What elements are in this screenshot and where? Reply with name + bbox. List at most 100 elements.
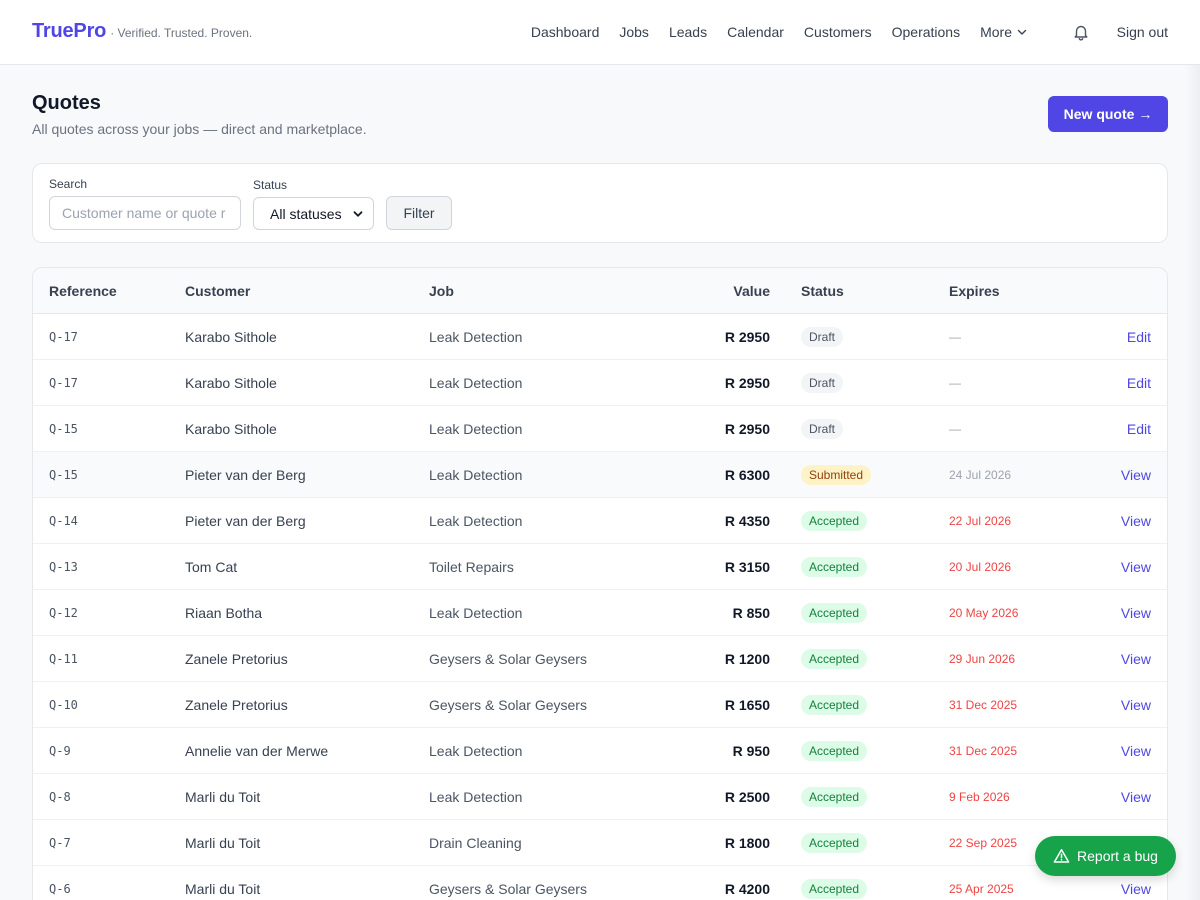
view-link[interactable]: View xyxy=(1120,697,1151,713)
quote-value: R 1650 xyxy=(724,697,770,713)
status-cell: Accepted xyxy=(801,728,868,774)
status-badge: Accepted xyxy=(801,741,868,761)
nav-item-dashboard[interactable]: Dashboard xyxy=(530,24,600,40)
table-row[interactable]: Q-13 Tom Cat Toilet Repairs R 3150 Accepted 2… xyxy=(33,544,1167,590)
table-row[interactable]: Q-15 Pieter van der Berg Leak Detection R 6… xyxy=(33,452,1167,498)
brand-tagline: · Verified. Trusted. Proven. xyxy=(110,26,253,40)
status-badge: Accepted xyxy=(801,557,868,577)
table-row[interactable]: Q-6 Marli du Toit Geysers & Solar Geysers R… xyxy=(33,866,1167,900)
quote-value: R 3150 xyxy=(724,559,770,575)
job-name: Leak Detection xyxy=(429,329,523,345)
warning-triangle-icon xyxy=(1053,849,1070,863)
table-row[interactable]: Q-12 Riaan Botha Leak Detection R 850 Accept… xyxy=(33,590,1167,636)
column-header-reference[interactable]: Reference xyxy=(49,283,117,299)
quote-reference: Q-7 xyxy=(49,836,71,850)
status-badge: Accepted xyxy=(801,603,868,623)
job-name: Leak Detection xyxy=(429,513,523,529)
scrollbar-track[interactable] xyxy=(1186,65,1200,900)
view-link[interactable]: View xyxy=(1120,605,1151,621)
column-header-expires[interactable]: Expires xyxy=(949,283,1000,299)
job-name: Leak Detection xyxy=(429,605,523,621)
view-link[interactable]: View xyxy=(1120,467,1151,483)
report-bug-button[interactable]: Report a bug xyxy=(1035,836,1176,876)
job-name: Geysers & Solar Geysers xyxy=(429,651,587,667)
table-row[interactable]: Q-10 Zanele Pretorius Geysers & Solar Geys… xyxy=(33,682,1167,728)
table-row[interactable]: Q-8 Marli du Toit Leak Detection R 2500 Acce… xyxy=(33,774,1167,820)
view-link[interactable]: View xyxy=(1120,743,1151,759)
quote-value: R 1200 xyxy=(724,651,770,667)
brand-logo-text: TruePro xyxy=(32,20,107,42)
table-row[interactable]: Q-17 Karabo Sithole Leak Detection R 2950 Dr… xyxy=(33,314,1167,360)
nav-item-customers[interactable]: Customers xyxy=(803,24,872,40)
nav-item-more[interactable]: More xyxy=(980,24,1028,40)
customer-name: Zanele Pretorius xyxy=(185,651,288,667)
expiry-date: 20 May 2026 xyxy=(949,606,1019,620)
nav-item-operations[interactable]: Operations xyxy=(891,24,961,40)
quote-reference: Q-12 xyxy=(49,606,78,620)
customer-name: Marli du Toit xyxy=(185,835,261,851)
quote-value: R 4200 xyxy=(724,881,770,897)
column-header-job[interactable]: Job xyxy=(429,283,454,299)
nav-item-leads[interactable]: Leads xyxy=(668,24,708,40)
customer-name: Marli du Toit xyxy=(185,789,261,805)
expiry-date: 20 Jul 2026 xyxy=(949,560,1012,574)
table-row[interactable]: Q-7 Marli du Toit Drain Cleaning R 1800 Acce… xyxy=(33,820,1167,866)
nav-item-calendar[interactable]: Calendar xyxy=(727,24,784,40)
new-quote-button[interactable]: New quote → xyxy=(1048,96,1168,132)
sign-out-link[interactable]: Sign out xyxy=(1116,24,1168,40)
view-link[interactable]: View xyxy=(1120,651,1151,667)
status-cell: Accepted xyxy=(801,498,868,544)
status-badge: Accepted xyxy=(801,511,868,531)
table-row[interactable]: Q-9 Annelie van der Merwe Leak Detection R … xyxy=(33,728,1167,774)
customer-name: Zanele Pretorius xyxy=(185,697,288,713)
column-header-customer[interactable]: Customer xyxy=(185,283,251,299)
table-row[interactable]: Q-17 Karabo Sithole Leak Detection R 2950 Dr… xyxy=(33,360,1167,406)
nav-item-more-label: More xyxy=(980,24,1012,40)
job-name: Toilet Repairs xyxy=(429,559,514,575)
quote-reference: Q-9 xyxy=(49,744,71,758)
customer-name: Karabo Sithole xyxy=(185,375,277,391)
table-row[interactable]: Q-14 Pieter van der Berg Leak Detection R 4… xyxy=(33,498,1167,544)
job-name: Leak Detection xyxy=(429,789,523,805)
bell-icon[interactable] xyxy=(1071,22,1091,42)
status-badge: Accepted xyxy=(801,695,868,715)
quote-value: R 2950 xyxy=(724,329,770,345)
edit-link[interactable]: Edit xyxy=(1126,421,1151,437)
view-link[interactable]: View xyxy=(1120,559,1151,575)
edit-link[interactable]: Edit xyxy=(1126,329,1151,345)
quote-reference: Q-14 xyxy=(49,514,78,528)
view-link[interactable]: View xyxy=(1120,513,1151,529)
quote-value: R 4350 xyxy=(724,513,770,529)
status-cell: Accepted xyxy=(801,774,868,820)
status-select[interactable]: All statuses xyxy=(253,197,374,230)
customer-name: Pieter van der Berg xyxy=(185,513,306,529)
nav-item-jobs[interactable]: Jobs xyxy=(619,24,649,40)
customer-name: Karabo Sithole xyxy=(185,421,277,437)
status-badge: Accepted xyxy=(801,833,868,853)
expiry-date: 22 Jul 2026 xyxy=(949,514,1012,528)
customer-name: Annelie van der Merwe xyxy=(185,743,329,759)
search-input[interactable] xyxy=(49,196,241,230)
expiry-date: 31 Dec 2025 xyxy=(949,744,1018,758)
status-cell: Draft xyxy=(801,360,844,406)
quote-reference: Q-15 xyxy=(49,422,78,436)
status-cell: Draft xyxy=(801,406,844,452)
view-link[interactable]: View xyxy=(1120,789,1151,805)
filter-button[interactable]: Filter xyxy=(386,196,452,230)
status-select-value: All statuses xyxy=(270,205,342,222)
brand[interactable]: TruePro · Verified. Trusted. Proven. xyxy=(32,20,252,43)
table-row[interactable]: Q-11 Zanele Pretorius Geysers & Solar Geys… xyxy=(33,636,1167,682)
main-nav: Dashboard Jobs Leads Calendar Customers … xyxy=(511,0,1028,64)
quote-value: R 2500 xyxy=(724,789,770,805)
view-link[interactable]: View xyxy=(1120,881,1151,897)
column-header-status[interactable]: Status xyxy=(801,283,844,299)
job-name: Leak Detection xyxy=(429,421,523,437)
column-header-value[interactable]: Value xyxy=(733,283,770,299)
status-badge: Accepted xyxy=(801,879,868,899)
status-cell: Accepted xyxy=(801,636,868,682)
status-cell: Accepted xyxy=(801,820,868,866)
job-name: Drain Cleaning xyxy=(429,835,522,851)
quote-reference: Q-17 xyxy=(49,376,78,390)
edit-link[interactable]: Edit xyxy=(1126,375,1151,391)
table-row[interactable]: Q-15 Karabo Sithole Leak Detection R 2950 Dr… xyxy=(33,406,1167,452)
